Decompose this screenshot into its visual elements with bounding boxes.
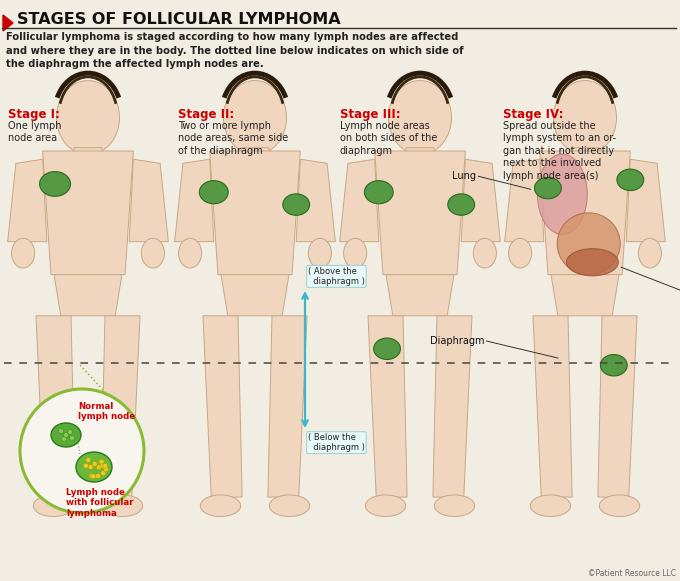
Circle shape — [99, 459, 104, 464]
Circle shape — [100, 463, 105, 468]
Circle shape — [61, 436, 67, 442]
Ellipse shape — [534, 177, 561, 199]
Circle shape — [97, 465, 101, 470]
Circle shape — [96, 474, 101, 478]
Polygon shape — [237, 148, 273, 164]
Polygon shape — [203, 316, 242, 497]
Ellipse shape — [373, 338, 401, 360]
Ellipse shape — [388, 81, 452, 155]
Polygon shape — [36, 316, 75, 497]
Ellipse shape — [530, 495, 571, 517]
Ellipse shape — [102, 495, 143, 517]
Ellipse shape — [639, 238, 662, 268]
Text: One lymph
node area: One lymph node area — [8, 121, 61, 144]
Circle shape — [88, 465, 93, 469]
Ellipse shape — [537, 154, 588, 234]
Polygon shape — [626, 159, 665, 242]
Polygon shape — [209, 151, 301, 275]
Polygon shape — [551, 275, 619, 316]
Polygon shape — [70, 148, 105, 164]
Ellipse shape — [557, 213, 620, 275]
Text: Lymph node areas
on both sides of the
diaphragm: Lymph node areas on both sides of the di… — [340, 121, 437, 156]
Polygon shape — [433, 316, 472, 497]
Ellipse shape — [308, 238, 331, 268]
Circle shape — [69, 436, 75, 440]
Circle shape — [67, 429, 73, 435]
Circle shape — [101, 471, 105, 476]
Polygon shape — [296, 159, 335, 242]
Ellipse shape — [76, 452, 112, 482]
Ellipse shape — [33, 495, 73, 517]
Text: ( Above the
  diaphragm ): ( Above the diaphragm ) — [308, 267, 365, 286]
Polygon shape — [54, 275, 122, 316]
Circle shape — [91, 474, 96, 479]
Polygon shape — [268, 316, 307, 497]
Polygon shape — [368, 316, 407, 497]
Circle shape — [63, 432, 69, 437]
Text: Stage IV:: Stage IV: — [503, 108, 564, 121]
Polygon shape — [101, 316, 140, 497]
Ellipse shape — [51, 423, 81, 447]
Polygon shape — [339, 159, 379, 242]
Polygon shape — [7, 159, 47, 242]
Text: Spread outside the
lymph system to an or-
gan that is not directly
next to the i: Spread outside the lymph system to an or… — [503, 121, 616, 181]
Ellipse shape — [435, 495, 475, 517]
Polygon shape — [533, 316, 572, 497]
Ellipse shape — [448, 194, 475, 216]
Ellipse shape — [566, 249, 618, 276]
Text: Normal
lymph node: Normal lymph node — [78, 401, 135, 421]
Polygon shape — [175, 159, 214, 242]
Ellipse shape — [269, 495, 309, 517]
Polygon shape — [386, 275, 454, 316]
Text: Stage II:: Stage II: — [178, 108, 234, 121]
Polygon shape — [540, 151, 630, 275]
Polygon shape — [403, 148, 438, 164]
Circle shape — [58, 429, 63, 433]
Polygon shape — [3, 15, 13, 31]
Ellipse shape — [39, 171, 71, 196]
Ellipse shape — [224, 81, 286, 155]
Polygon shape — [598, 316, 637, 497]
Ellipse shape — [600, 354, 627, 376]
Ellipse shape — [365, 495, 406, 517]
Text: Lymph node
with follicular
lymphoma: Lymph node with follicular lymphoma — [66, 488, 133, 518]
Ellipse shape — [141, 238, 165, 268]
Ellipse shape — [554, 81, 617, 155]
Ellipse shape — [617, 169, 644, 191]
Polygon shape — [375, 151, 465, 275]
Polygon shape — [567, 148, 602, 164]
Polygon shape — [461, 159, 500, 242]
Ellipse shape — [343, 238, 367, 268]
Circle shape — [92, 461, 97, 467]
Circle shape — [84, 463, 88, 468]
Circle shape — [103, 467, 109, 472]
Circle shape — [89, 474, 94, 478]
Ellipse shape — [599, 495, 640, 517]
Ellipse shape — [473, 238, 496, 268]
Polygon shape — [43, 151, 133, 275]
Text: Lung: Lung — [452, 171, 477, 181]
Ellipse shape — [179, 238, 202, 268]
Polygon shape — [129, 159, 169, 242]
Text: ©Patient Resource LLC: ©Patient Resource LLC — [588, 569, 676, 578]
Circle shape — [103, 464, 107, 468]
Ellipse shape — [509, 238, 532, 268]
Ellipse shape — [56, 81, 120, 155]
Text: Follicular lymphoma is staged according to how many lymph nodes are affected
and: Follicular lymphoma is staged according … — [6, 32, 464, 69]
Text: Two or more lymph
node areas, same side
of the diaphragm: Two or more lymph node areas, same side … — [178, 121, 288, 156]
Circle shape — [20, 389, 144, 513]
Text: ( Below the
  diaphragm ): ( Below the diaphragm ) — [308, 433, 365, 453]
Polygon shape — [221, 275, 289, 316]
Ellipse shape — [364, 181, 393, 204]
Polygon shape — [505, 159, 544, 242]
Ellipse shape — [12, 238, 35, 268]
Text: Diaphragm: Diaphragm — [430, 336, 484, 346]
Circle shape — [86, 458, 90, 462]
Text: Stage III:: Stage III: — [340, 108, 401, 121]
Text: Stage I:: Stage I: — [8, 108, 60, 121]
Ellipse shape — [199, 181, 228, 204]
Text: STAGES OF FOLLICULAR LYMPHOMA: STAGES OF FOLLICULAR LYMPHOMA — [17, 12, 341, 27]
Ellipse shape — [283, 194, 309, 216]
Ellipse shape — [201, 495, 241, 517]
